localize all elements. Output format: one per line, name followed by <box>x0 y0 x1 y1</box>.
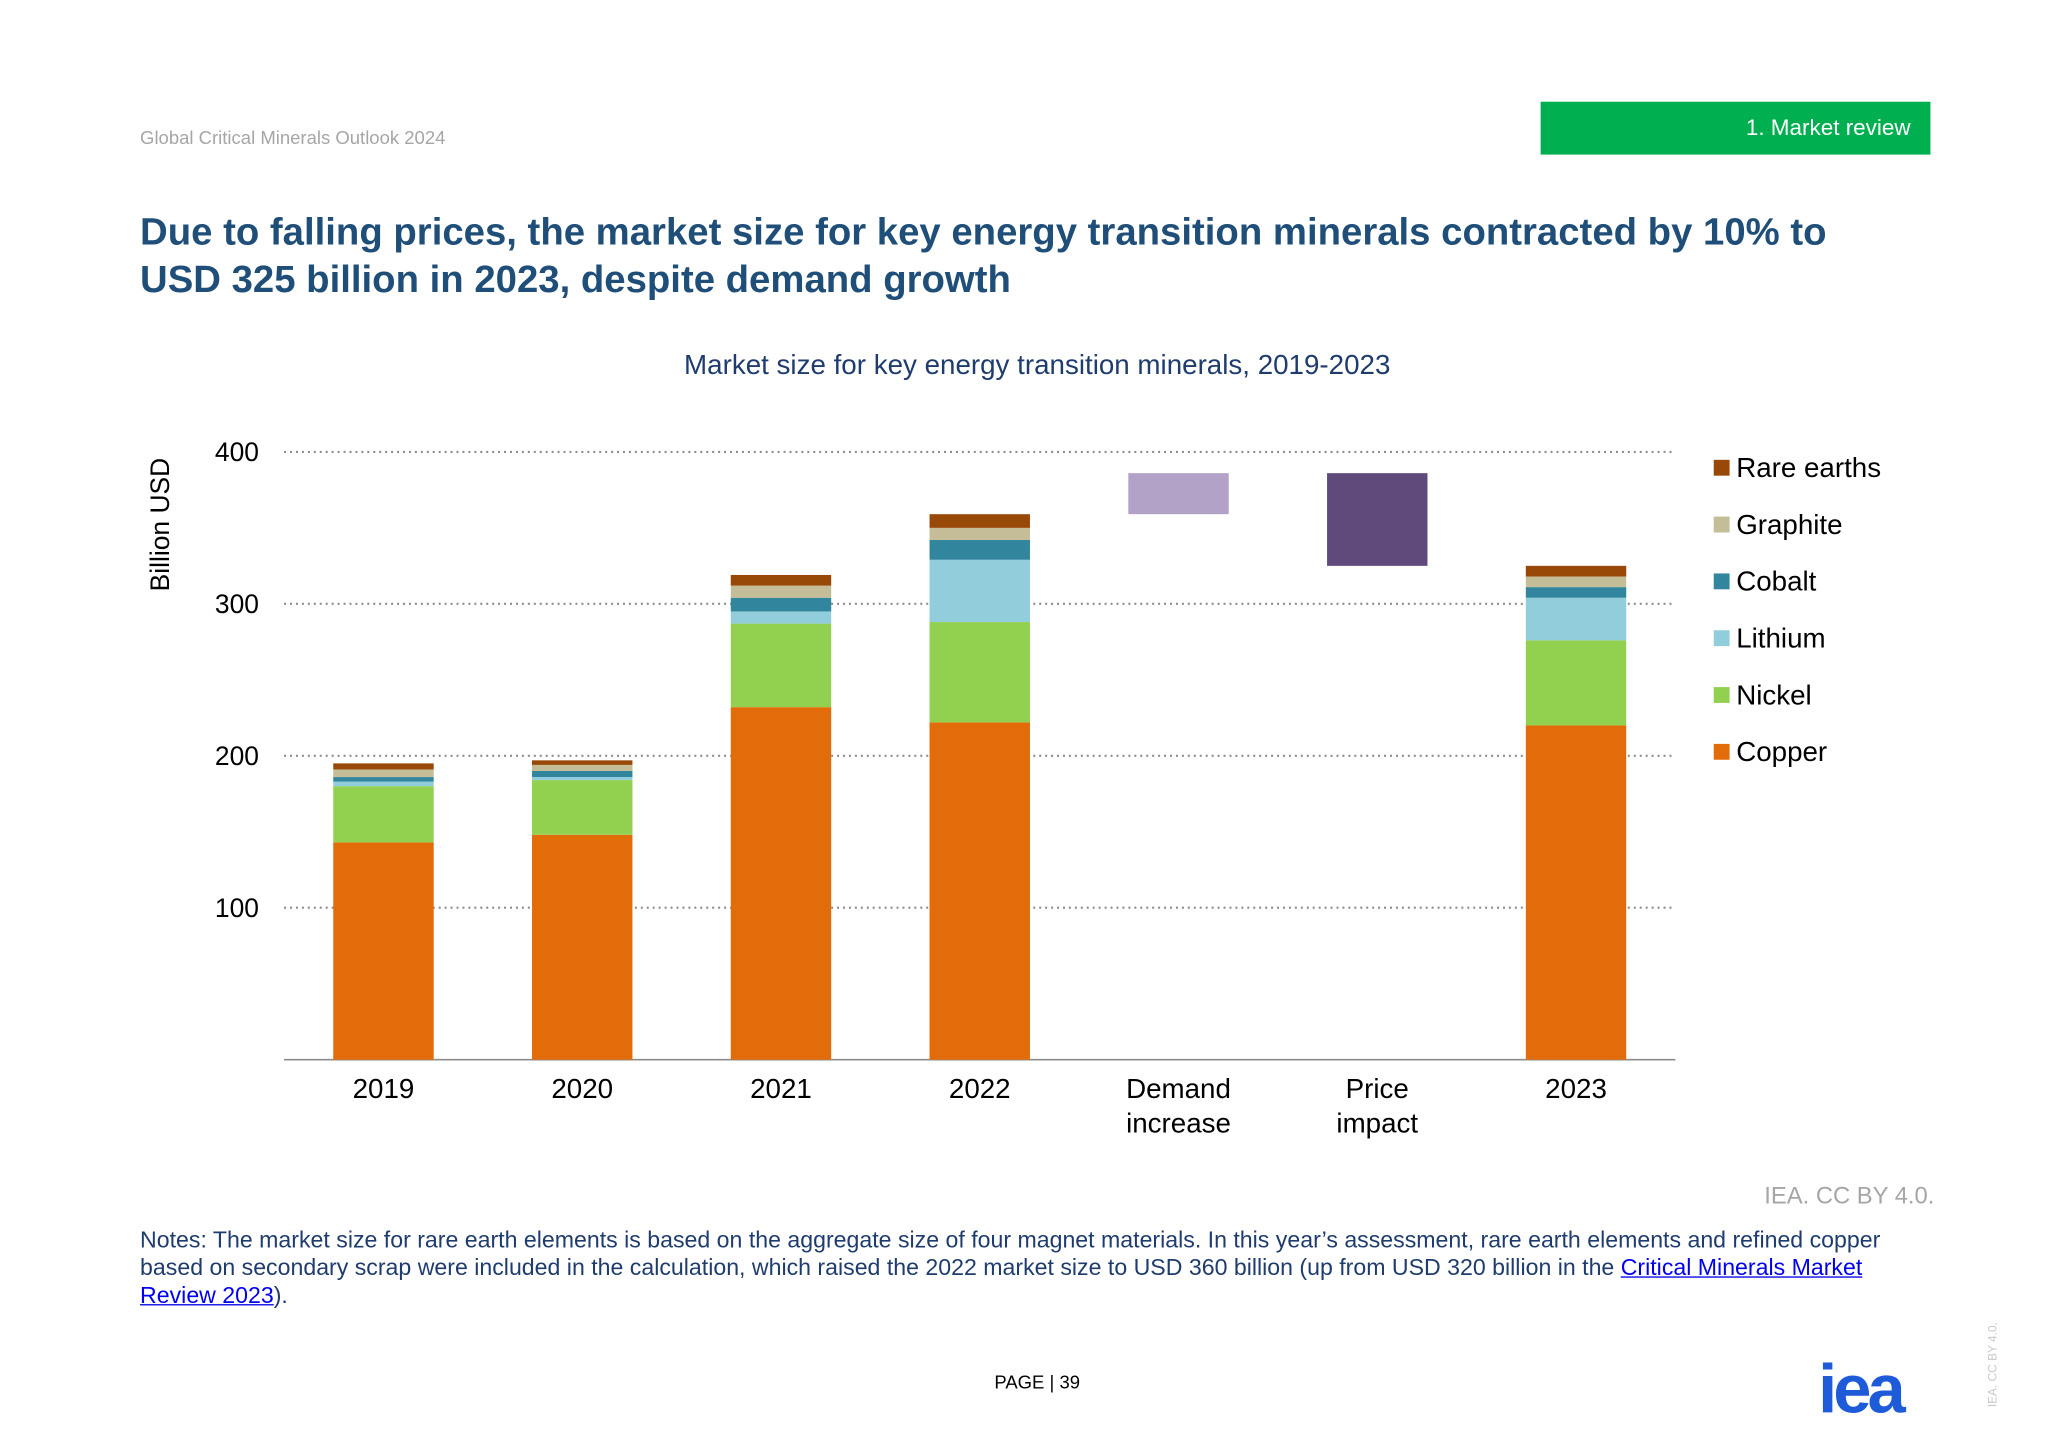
bar-copper <box>929 722 1030 1060</box>
bar-copper <box>1525 725 1627 1060</box>
bar-graphite <box>929 527 1030 541</box>
bar-cobalt <box>929 540 1030 560</box>
legend-swatch <box>1713 743 1730 760</box>
bar-lithium <box>532 777 633 781</box>
y-tick-label: 400 <box>215 437 259 467</box>
y-tick-label: 100 <box>215 893 259 923</box>
y-tick-label: 300 <box>215 589 259 619</box>
document-title: Global Critical Minerals Outlook 2024 <box>140 126 446 148</box>
legend-swatch <box>1713 573 1730 590</box>
notes-end: ). <box>273 1281 288 1309</box>
x-tick-label: 2020 <box>551 1073 613 1104</box>
bar-rare-earths <box>532 760 633 765</box>
section-badge: 1. Market review <box>1540 101 1931 155</box>
bar-nickel <box>730 623 832 708</box>
bar-cobalt <box>1525 587 1627 598</box>
bar-cobalt <box>532 770 633 778</box>
bar-rare-earths <box>333 763 434 770</box>
bar-cobalt <box>730 597 832 612</box>
notes-link[interactable]: Critical Minerals Market Review 2023 <box>140 1253 1863 1309</box>
y-axis-label: Billion USD <box>145 458 175 592</box>
x-tick-label: increase <box>1126 1107 1231 1138</box>
x-tick-label: impact <box>1336 1107 1418 1138</box>
legend-label: Graphite <box>1736 509 1842 540</box>
bar-graphite <box>730 585 832 598</box>
bar-rare-earths <box>929 514 1030 528</box>
bar-graphite <box>532 764 633 771</box>
bar-nickel <box>333 786 434 843</box>
bar-lithium <box>730 611 832 624</box>
bar-rare-earths <box>730 574 832 586</box>
bar-rare-earths <box>1525 565 1627 577</box>
x-tick-label: 2019 <box>353 1073 415 1104</box>
legend-label: Cobalt <box>1736 566 1816 597</box>
bar-nickel <box>1525 640 1627 726</box>
x-tick-label: Price <box>1346 1073 1409 1104</box>
page-number: PAGE | 39 <box>994 1371 1081 1393</box>
bar-graphite <box>333 769 434 778</box>
bar-lithium <box>1525 597 1627 641</box>
source-credit: IEA. CC BY 4.0. <box>1764 1182 1935 1209</box>
side-license: IEA. CC BY 4.0. <box>1985 1322 2000 1408</box>
bar-nickel <box>532 780 633 835</box>
x-tick-label: 2023 <box>1545 1073 1607 1104</box>
legend-swatch <box>1713 459 1730 476</box>
legend-swatch <box>1713 630 1730 647</box>
iea-logo: iea <box>1818 1351 1906 1429</box>
waterfall-bar <box>1128 473 1229 515</box>
chart: 100 200 300 400 Billion USD 2019 2020 2021 2022 D… <box>145 437 1881 1138</box>
legend-label: Nickel <box>1736 679 1812 710</box>
bar-copper <box>730 707 832 1060</box>
y-tick-label: 200 <box>215 741 259 771</box>
bar-cobalt <box>333 777 434 782</box>
bar-copper <box>532 834 633 1060</box>
legend-label: Rare earths <box>1736 452 1881 483</box>
bar-lithium <box>333 781 434 787</box>
bar-copper <box>333 842 434 1060</box>
chart-title: Market size for key energy transition mi… <box>684 350 1391 381</box>
legend-swatch <box>1713 516 1730 533</box>
headline: Due to falling prices, the market size f… <box>140 211 1827 302</box>
legend-swatch <box>1713 687 1730 703</box>
legend-label: Lithium <box>1736 622 1825 653</box>
legend-label: Copper <box>1736 736 1827 767</box>
bar-lithium <box>929 559 1030 623</box>
x-tick-label: 2021 <box>750 1073 812 1104</box>
notes: Notes: The market size for rare earth el… <box>140 1226 1924 1309</box>
bar-graphite <box>1525 576 1627 588</box>
notes-text: Notes: The market size for rare earth el… <box>140 1226 1881 1281</box>
bar-nickel <box>929 622 1030 723</box>
x-tick-label: 2022 <box>949 1073 1011 1104</box>
waterfall-bar <box>1327 473 1428 566</box>
x-tick-label: Demand <box>1126 1073 1231 1104</box>
